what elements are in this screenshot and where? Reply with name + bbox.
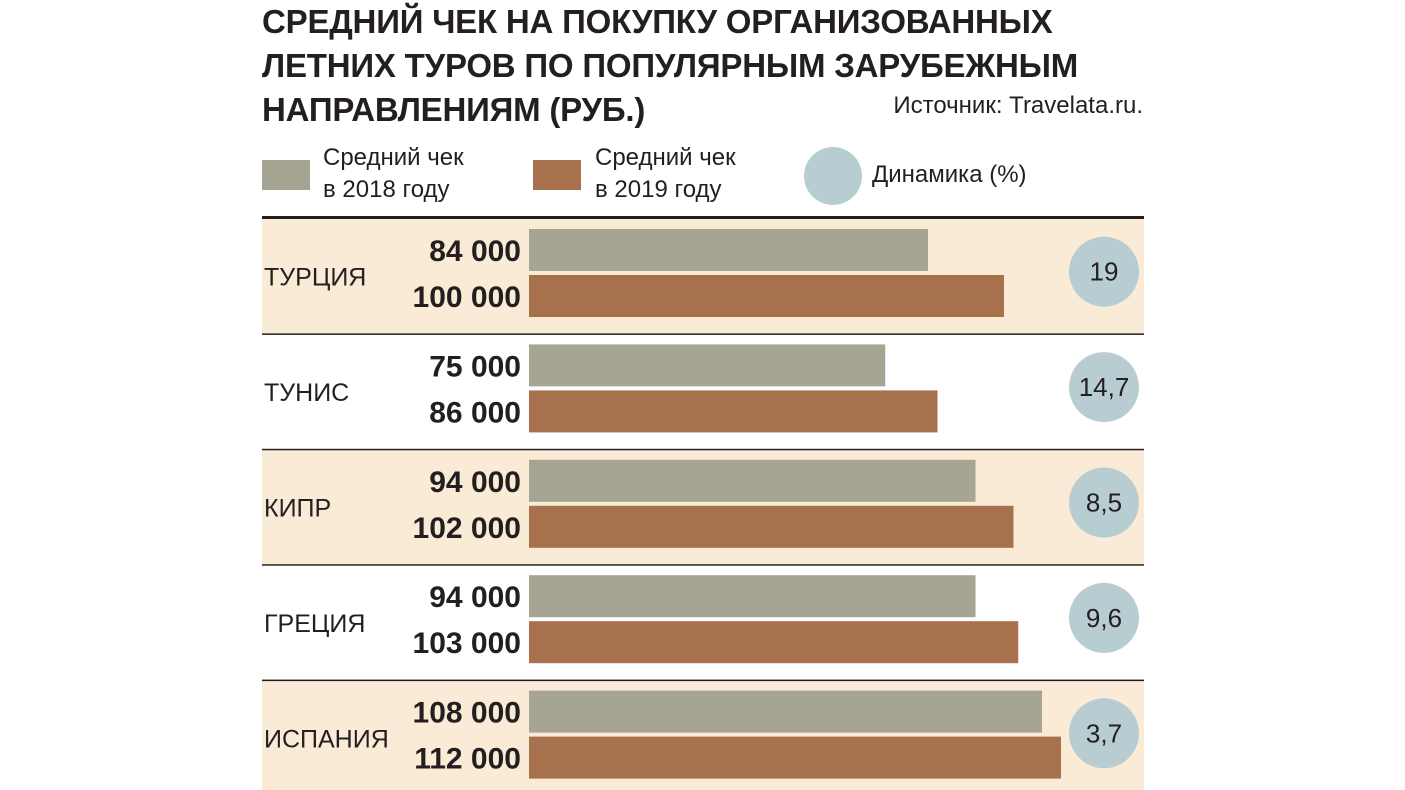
- category-label: ТУРЦИЯ: [264, 264, 366, 292]
- bar-2018: [529, 229, 928, 271]
- value-label-2019: 86 000: [429, 396, 521, 429]
- bar-2019: [529, 275, 1004, 317]
- dynamics-label: 8,5: [1086, 488, 1122, 518]
- row-divider: [262, 564, 1144, 566]
- row-divider: [262, 679, 1144, 682]
- value-label-2019: 100 000: [413, 281, 521, 314]
- chart-title: СРЕДНИЙ ЧЕК НА ПОКУПКУ ОРГАНИЗОВАННЫХ ЛЕ…: [262, 0, 1142, 132]
- value-label-2019: 112 000: [414, 743, 521, 776]
- legend-dynamics-circle: [804, 147, 862, 205]
- source-note: Источник: Travelata.ru.: [893, 92, 1143, 119]
- category-label: ИСПАНИЯ: [264, 725, 389, 753]
- legend-2019-swatch: [533, 160, 581, 190]
- category-label: ТУНИС: [264, 379, 349, 407]
- legend-2019-label-line-2: в 2019 году: [595, 176, 722, 203]
- chart-title-line-2: ЛЕТНИХ ТУРОВ ПО ПОПУЛЯРНЫМ ЗАРУБЕЖНЫМ: [262, 47, 1078, 84]
- dynamics-circle: [1069, 236, 1139, 307]
- legend-2019-label-line-1: Средний чек: [595, 144, 736, 171]
- category-label: ГРЕЦИЯ: [264, 610, 365, 638]
- value-label-2018: 94 000: [429, 466, 521, 499]
- legend-2018-swatch: [262, 160, 310, 190]
- dynamics-circle: [1069, 698, 1139, 769]
- row-divider: [262, 448, 1144, 451]
- chart-title-line-3: НАПРАВЛЕНИЯМ (РУБ.): [262, 91, 646, 128]
- dynamics-label: 3,7: [1086, 718, 1122, 748]
- dynamics-circle: [1069, 352, 1139, 423]
- value-label-2018: 94 000: [429, 581, 521, 614]
- dynamics-label: 9,6: [1086, 603, 1122, 633]
- bar-2019: [529, 390, 938, 433]
- dynamics-label: 14,7: [1079, 372, 1130, 402]
- legend-2018-label: Средний чек в 2018 году: [323, 142, 464, 206]
- value-label-2018: 75 000: [429, 350, 521, 383]
- category-label: КИПР: [264, 495, 331, 523]
- bar-2019: [529, 621, 1019, 664]
- row-divider: [262, 333, 1144, 335]
- value-label-2018: 84 000: [429, 235, 521, 268]
- value-label-2019: 102 000: [413, 512, 521, 545]
- value-label-2019: 103 000: [413, 627, 521, 660]
- bar-2018: [529, 690, 1042, 733]
- dynamics-label: 19: [1090, 257, 1119, 287]
- bar-2019: [529, 736, 1061, 779]
- chart-title-line-1: СРЕДНИЙ ЧЕК НА ПОКУПКУ ОРГАНИЗОВАННЫХ: [262, 3, 1053, 40]
- bar-2018: [529, 344, 886, 387]
- dynamics-circle: [1069, 582, 1139, 653]
- top-rule: [262, 216, 1144, 219]
- value-label-2018: 108 000: [413, 697, 521, 730]
- bar-2018: [529, 459, 976, 502]
- bar-2018: [529, 575, 976, 618]
- legend-2018-label-line-1: Средний чек: [323, 144, 464, 171]
- legend-2019-label: Средний чек в 2019 году: [595, 142, 736, 206]
- bar-2019: [529, 505, 1014, 548]
- dynamics-circle: [1069, 467, 1139, 538]
- legend-dynamics-label: Динамика (%): [872, 161, 1027, 188]
- legend-2018-label-line-2: в 2018 году: [323, 176, 450, 203]
